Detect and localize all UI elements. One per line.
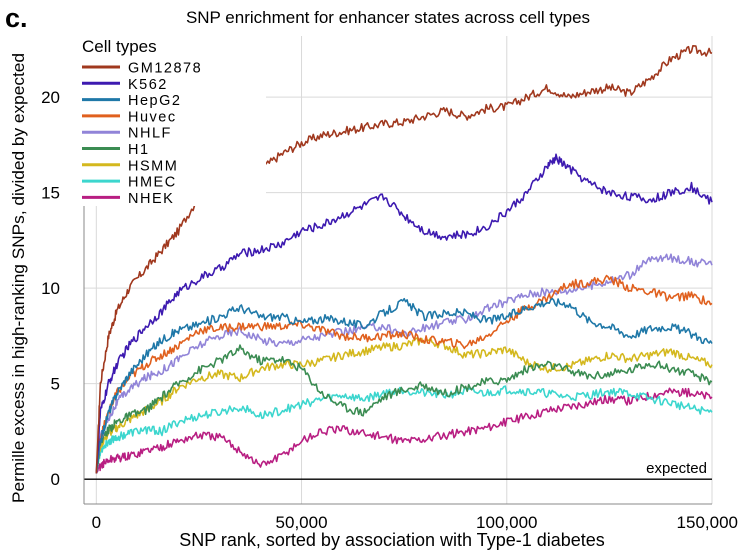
chart-title: SNP enrichment for enhancer states acros… (186, 8, 590, 27)
legend-label-h1: H1 (128, 142, 150, 158)
series-line-k562 (95, 153, 713, 474)
series-line-huvec (95, 274, 713, 474)
series-line-h1 (95, 344, 713, 474)
series-line-gm12878 (95, 45, 713, 474)
legend-label-k562: K562 (128, 77, 168, 93)
y-axis-label: Permille excess in high-ranking SNPs, di… (9, 53, 28, 503)
y-tick-label: 0 (51, 470, 60, 489)
x-tick-label: 150,000 (677, 513, 738, 532)
x-tick-label: 50,000 (276, 513, 328, 532)
legend-label-huvec: Huvec (128, 109, 177, 125)
legend-label-gm12878: GM12878 (128, 61, 202, 77)
y-tick-label: 20 (41, 88, 60, 107)
x-tick-label: 0 (92, 513, 101, 532)
y-tick-label: 15 (41, 184, 60, 203)
x-tick-label: 100,000 (476, 513, 537, 532)
legend-title: Cell types (82, 37, 157, 56)
legend-label-hmec: HMEC (128, 175, 177, 191)
legend-label-nhek: NHEK (128, 191, 174, 207)
legend-label-hepg2: HepG2 (128, 93, 181, 109)
series-line-nhek (95, 387, 713, 474)
y-tick-label: 5 (51, 375, 60, 394)
expected-label: expected (646, 460, 707, 477)
y-tick-label: 10 (41, 279, 60, 298)
panel-label: c. (5, 3, 28, 33)
series-line-nhlf (95, 253, 713, 474)
legend-box (76, 36, 266, 206)
legend-label-nhlf: NHLF (128, 126, 172, 142)
legend-label-hsmm: HSMM (128, 158, 178, 174)
x-axis-label: SNP rank, sorted by association with Typ… (179, 530, 605, 550)
series-line-hepg2 (95, 297, 713, 474)
series-line-hmec (95, 385, 713, 474)
series-line-hsmm (95, 337, 713, 474)
